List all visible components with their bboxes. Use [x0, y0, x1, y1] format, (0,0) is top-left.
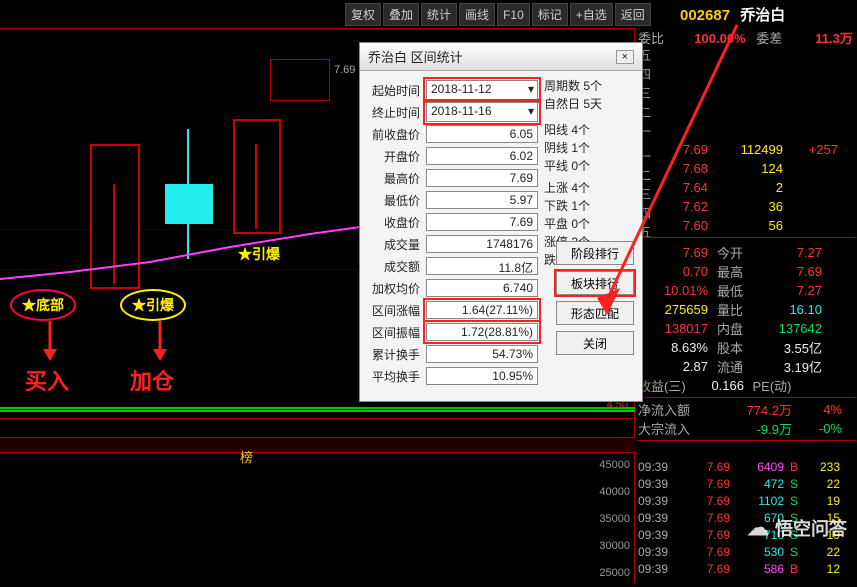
arrow-down-icon	[150, 321, 170, 361]
amplitude: 1.72(28.81%)	[426, 323, 538, 341]
btn-overlay[interactable]: 叠加	[383, 3, 419, 26]
amount: 11.8亿	[426, 257, 538, 275]
annot-ignite: ★引爆	[120, 289, 186, 321]
btn-fuquan[interactable]: 复权	[345, 3, 381, 26]
buy-text: 买入	[25, 364, 69, 396]
btn-drawline[interactable]: 画线	[459, 3, 495, 26]
arrow-down-icon	[40, 321, 60, 361]
prev-close: 6.05	[426, 125, 538, 143]
cloud-icon: ☁	[747, 515, 769, 541]
yscale-4: 25000	[599, 567, 630, 579]
close-price: 7.69	[426, 213, 538, 231]
close-button[interactable]: 关闭	[556, 331, 634, 355]
yscale-3: 30000	[599, 540, 630, 552]
tick-row: 09:39 7.69 530 S 22	[638, 543, 856, 560]
volume-chart[interactable]: 榜 45000 40000 35000 30000 25000	[0, 418, 635, 583]
volume: 1748176	[426, 235, 538, 253]
weicha-label: 委差	[749, 28, 789, 47]
annotation-arrow-icon	[572, 20, 742, 320]
start-date-select[interactable]: 2018-11-12	[426, 80, 538, 100]
avg-turnover: 10.95%	[426, 367, 538, 385]
end-date-select[interactable]: 2018-11-16	[426, 102, 538, 122]
bang-label: 榜	[240, 447, 253, 466]
tick-row: 09:39 7.69 1102 S 19	[638, 492, 856, 509]
yscale-0: 45000	[599, 459, 630, 471]
yscale-1: 40000	[599, 486, 630, 498]
yscale-2: 35000	[599, 513, 630, 525]
stock-name: 乔治白	[740, 7, 785, 24]
btn-stats[interactable]: 统计	[421, 3, 457, 26]
annot-ignite2: ★引爆	[238, 244, 280, 264]
add-text: 加仓	[130, 364, 174, 396]
annot-bottom: ★底部	[10, 289, 76, 321]
low-price: 5.97	[426, 191, 538, 209]
tick-row: 09:39 7.69 6409 B 233	[638, 458, 856, 475]
range-pct: 1.64(27.11%)	[426, 301, 538, 319]
weicha-value: 11.3万	[793, 28, 853, 47]
watermark: ☁ 悟空问答	[747, 515, 847, 541]
open-price: 6.02	[426, 147, 538, 165]
high-price: 7.69	[426, 169, 538, 187]
avg-price: 6.740	[426, 279, 538, 297]
turnover: 54.73%	[426, 345, 538, 363]
btn-mark[interactable]: 标记	[532, 3, 568, 26]
btn-f10[interactable]: F10	[497, 3, 530, 26]
dialog-title: 乔治白 区间统计	[368, 47, 463, 66]
tick-row: 09:39 7.69 586 B 12	[638, 560, 856, 577]
tick-row: 09:39 7.69 472 S 22	[638, 475, 856, 492]
